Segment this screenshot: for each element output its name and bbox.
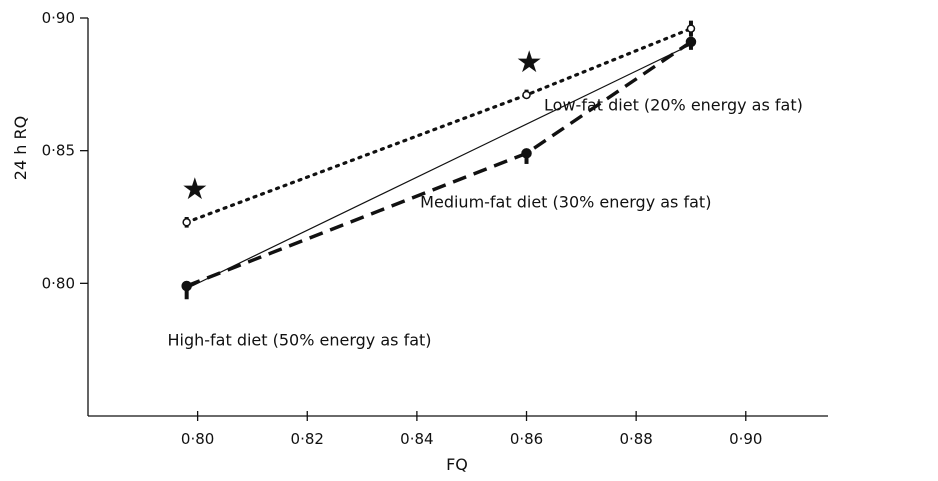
x-tick-label: 0·88 <box>619 430 652 448</box>
x-axis-label: FQ <box>446 455 468 474</box>
y-tick-label: 0·80 <box>42 274 75 292</box>
series-line-identity <box>186 43 692 290</box>
significance-star: ★ <box>181 172 208 207</box>
annotation-high: High-fat diet (50% energy as fat) <box>167 330 431 349</box>
x-tick-label: 0·84 <box>400 430 433 448</box>
annotation-medium: Medium-fat diet (30% energy as fat) <box>420 193 711 212</box>
data-point-low <box>182 218 191 227</box>
data-point-low <box>686 24 696 33</box>
y-tick-label: 0·90 <box>42 9 75 27</box>
y-tick-label: 0·85 <box>42 142 75 160</box>
y-ticks: 0·80 0·85 0·90 <box>42 9 88 292</box>
data-point-medium <box>521 148 532 159</box>
y-axis-label: 24 h RQ <box>11 116 30 180</box>
significance-star: ★ <box>516 45 543 80</box>
annotation-low: Low-fat diet (20% energy as fat) <box>544 95 803 114</box>
x-tick-label: 0·90 <box>729 430 762 448</box>
data-point-low <box>522 90 531 100</box>
axes <box>87 18 828 417</box>
data-point-medium <box>685 36 697 48</box>
x-tick-label: 0·82 <box>291 430 324 448</box>
x-tick-label: 0·86 <box>510 430 543 448</box>
marker-layer: ★★ <box>181 20 697 300</box>
x-tick-label: 0·80 <box>181 430 214 448</box>
data-point-medium <box>181 280 192 292</box>
x-ticks: 0·80 0·82 0·84 0·86 0·88 0·90 <box>181 411 762 448</box>
series-line-medium <box>186 40 692 288</box>
series-layer <box>185 27 693 290</box>
annotation-layer: Low-fat diet (20% energy as fat) Medium-f… <box>167 95 802 349</box>
